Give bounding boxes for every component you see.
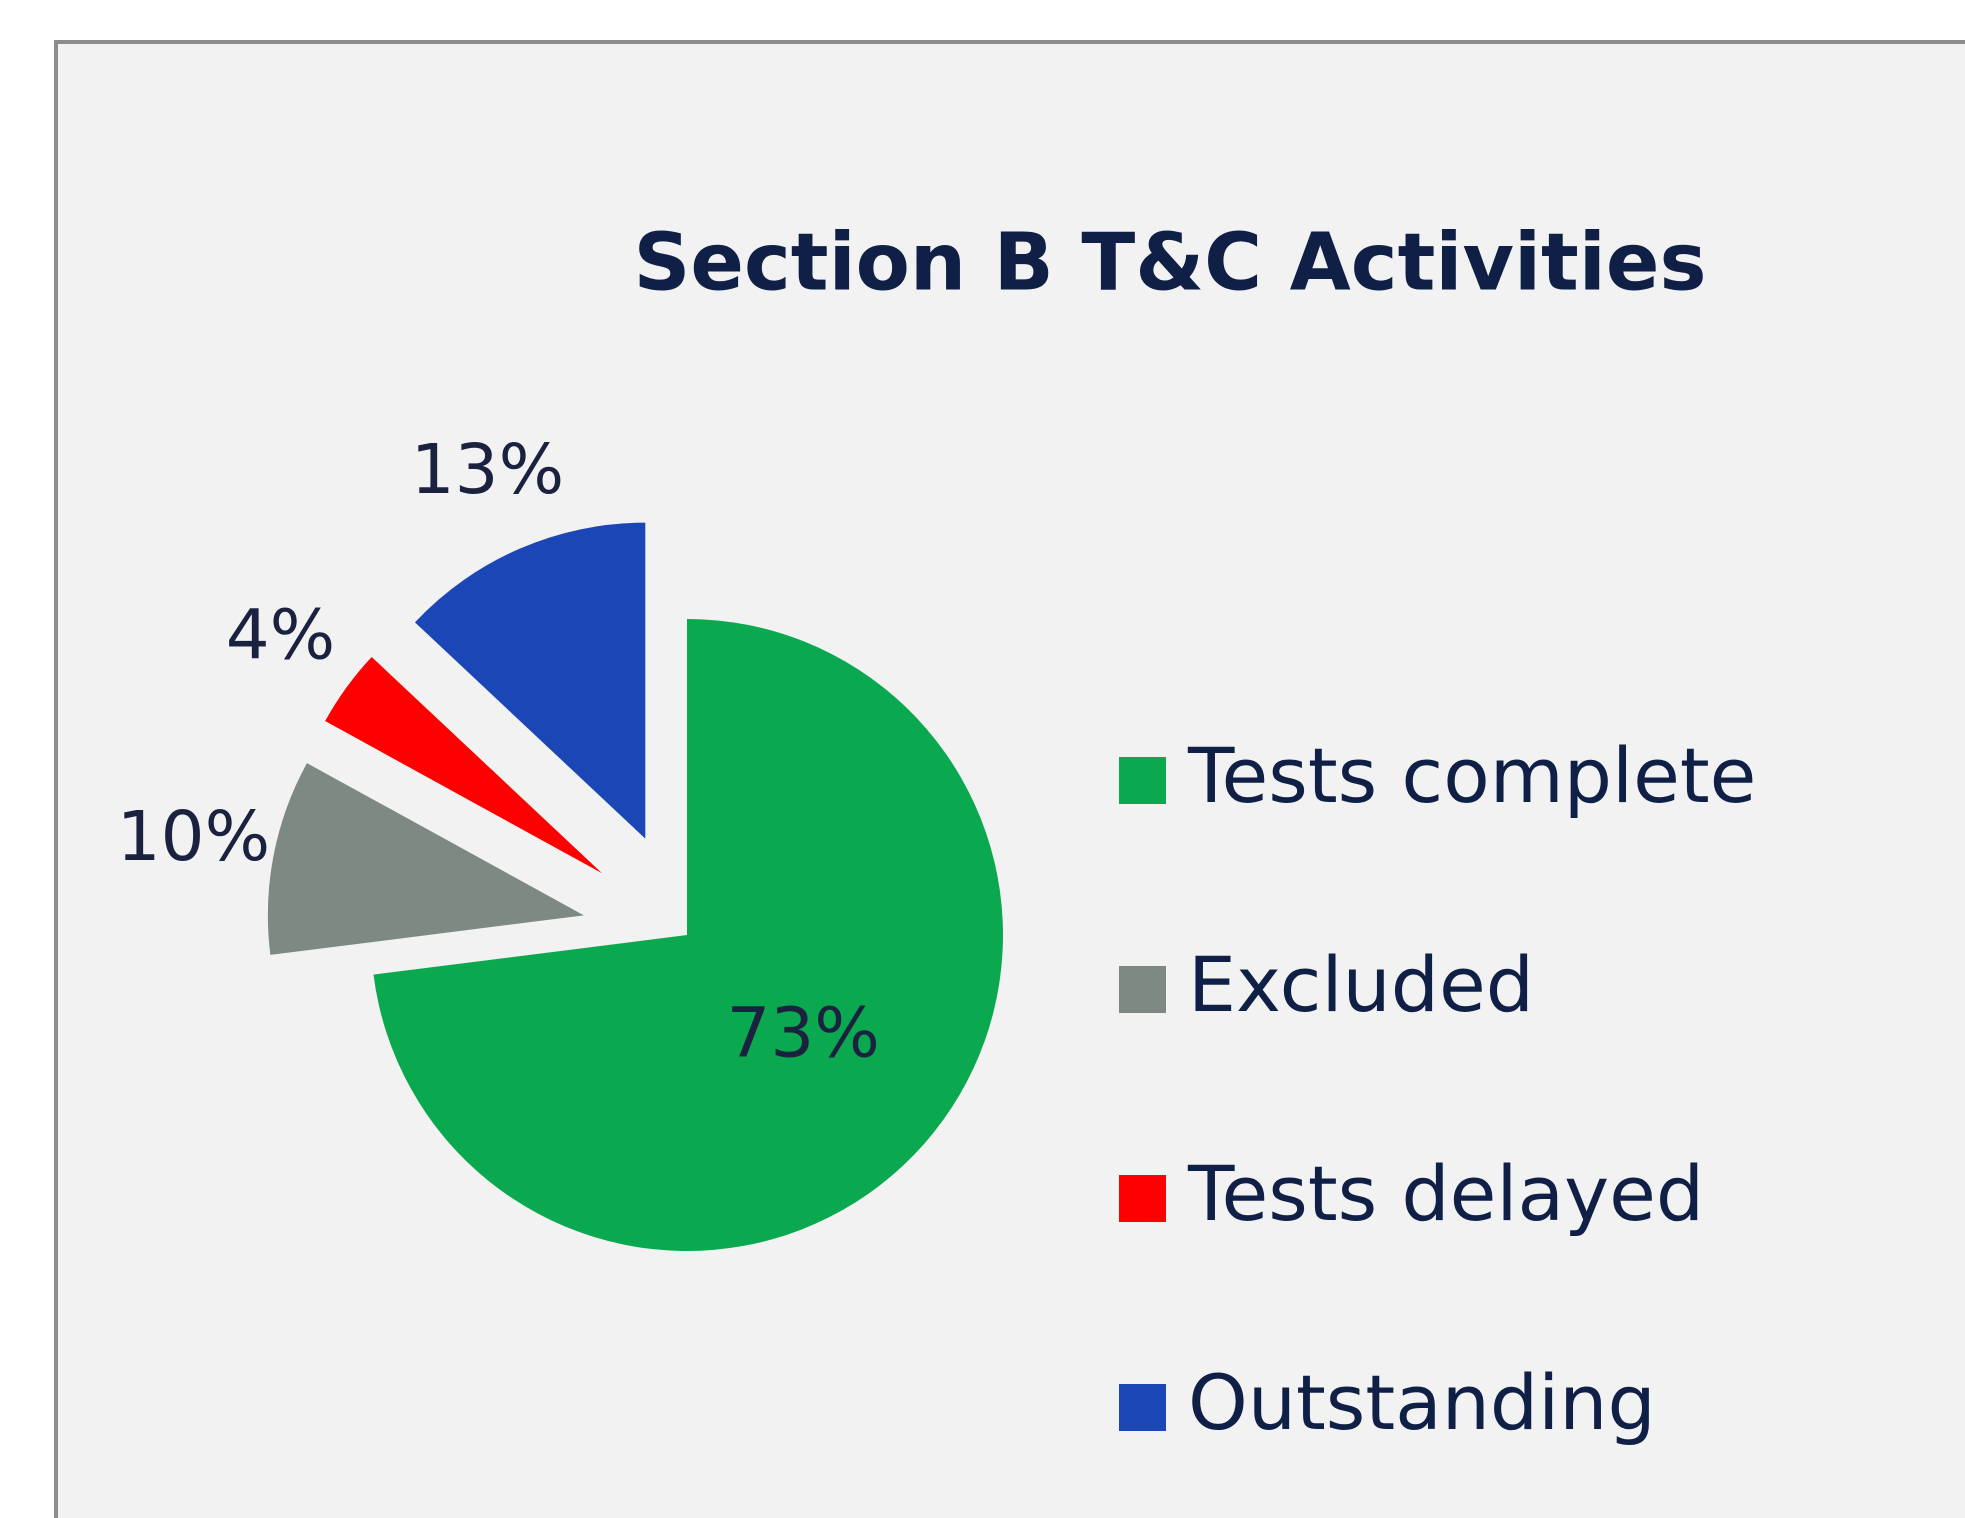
legend-label: Outstanding bbox=[1188, 1358, 1656, 1447]
pie-slice bbox=[267, 763, 584, 955]
chart-frame bbox=[54, 40, 1965, 1518]
legend-label: Tests complete bbox=[1187, 731, 1756, 820]
legend-label: Excluded bbox=[1188, 940, 1534, 1029]
legend-label: Tests delayed bbox=[1187, 1149, 1704, 1238]
chart-title: Section B T&C Activities bbox=[634, 216, 1707, 308]
data-label: 13% bbox=[411, 430, 564, 510]
data-label: 10% bbox=[117, 797, 270, 877]
legend-swatch bbox=[1119, 1384, 1166, 1431]
data-label: 4% bbox=[226, 596, 335, 676]
data-label: 73% bbox=[726, 993, 879, 1073]
pie-slice bbox=[373, 619, 1004, 1251]
legend-swatch bbox=[1119, 1175, 1166, 1222]
pie-slice bbox=[325, 656, 603, 874]
pie-slice bbox=[414, 522, 646, 839]
legend-swatch bbox=[1119, 966, 1166, 1013]
legend-swatch bbox=[1119, 757, 1166, 804]
